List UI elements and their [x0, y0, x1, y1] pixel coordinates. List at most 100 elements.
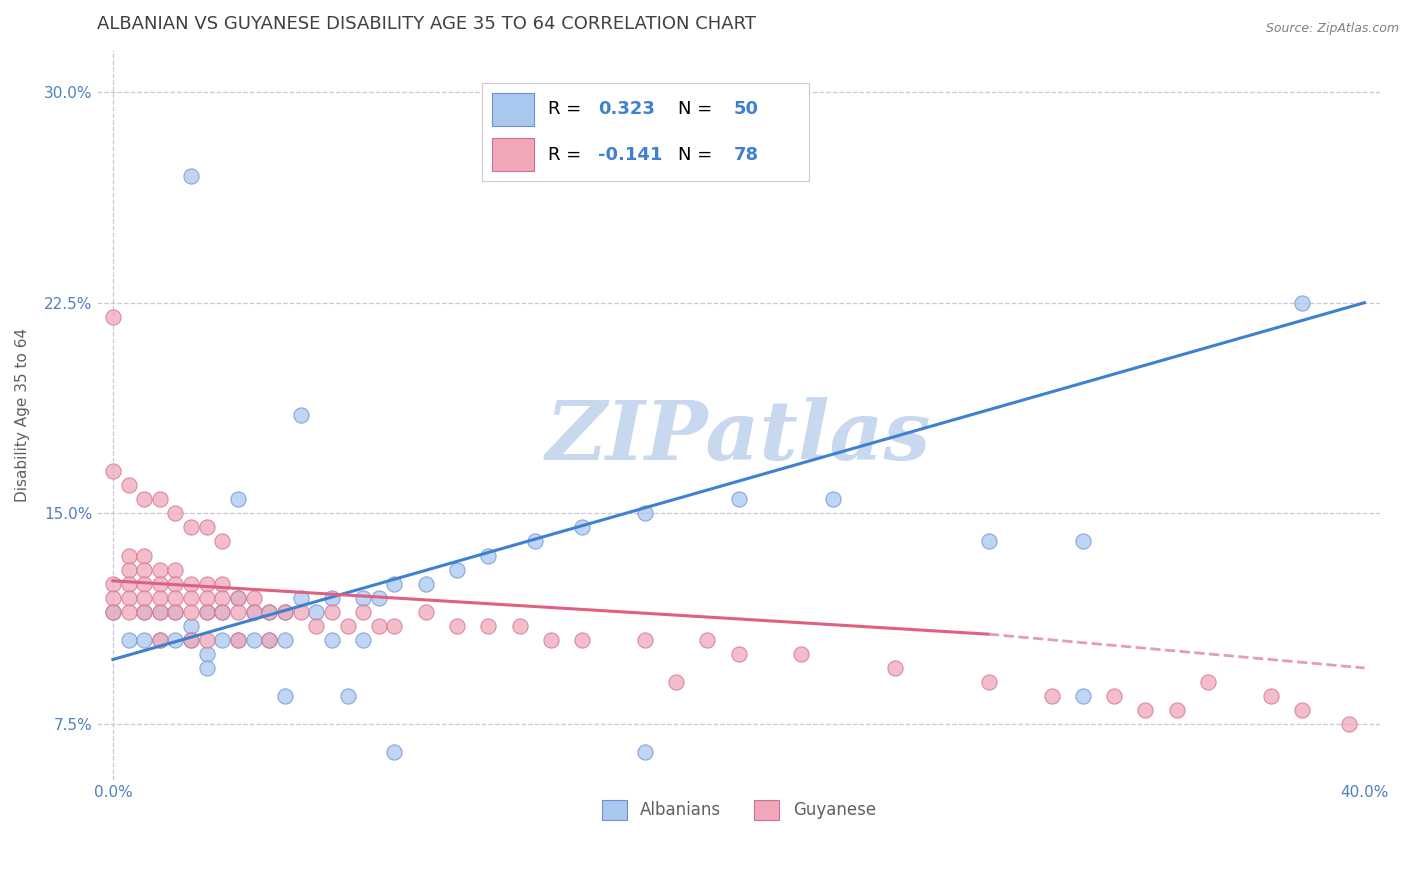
Point: [226, 591, 249, 605]
Point: [226, 605, 249, 619]
Point: [180, 632, 202, 647]
Point: [226, 492, 249, 507]
Point: [384, 745, 406, 759]
Point: [321, 605, 343, 619]
Point: [134, 605, 156, 619]
Point: [321, 632, 343, 647]
Point: [117, 576, 139, 591]
Point: [274, 689, 297, 703]
Point: [1291, 295, 1313, 310]
Point: [134, 632, 156, 647]
Point: [977, 675, 1000, 690]
Point: [180, 576, 202, 591]
Point: [195, 591, 218, 605]
Point: [1135, 703, 1157, 717]
Point: [274, 605, 297, 619]
Point: [290, 605, 312, 619]
Point: [821, 492, 844, 507]
Point: [117, 632, 139, 647]
Point: [540, 632, 562, 647]
Point: [226, 632, 249, 647]
Point: [524, 534, 547, 549]
Point: [1040, 689, 1063, 703]
Point: [477, 619, 499, 633]
Point: [149, 576, 172, 591]
Point: [446, 619, 468, 633]
Point: [117, 478, 139, 492]
Point: [149, 632, 172, 647]
Point: [665, 675, 688, 690]
Point: [165, 563, 187, 577]
Point: [977, 534, 1000, 549]
Point: [101, 576, 124, 591]
Point: [226, 632, 249, 647]
Point: [1071, 534, 1094, 549]
Point: [195, 647, 218, 661]
Point: [696, 632, 718, 647]
Point: [415, 605, 437, 619]
Point: [134, 492, 156, 507]
Point: [290, 591, 312, 605]
Point: [117, 591, 139, 605]
Point: [727, 492, 749, 507]
Point: [509, 619, 531, 633]
Point: [321, 591, 343, 605]
Point: [149, 563, 172, 577]
Point: [134, 591, 156, 605]
Point: [134, 605, 156, 619]
Point: [195, 632, 218, 647]
Point: [149, 632, 172, 647]
Point: [727, 647, 749, 661]
Point: [180, 591, 202, 605]
Point: [259, 632, 281, 647]
Point: [101, 605, 124, 619]
Point: [242, 591, 264, 605]
Point: [211, 576, 233, 591]
Point: [180, 632, 202, 647]
Point: [477, 549, 499, 563]
Point: [1102, 689, 1125, 703]
Point: [242, 605, 264, 619]
Point: [290, 408, 312, 422]
Point: [211, 591, 233, 605]
Point: [634, 632, 657, 647]
Point: [1337, 717, 1360, 731]
Point: [259, 632, 281, 647]
Point: [149, 492, 172, 507]
Point: [149, 605, 172, 619]
Point: [367, 591, 389, 605]
Point: [165, 605, 187, 619]
Point: [259, 605, 281, 619]
Point: [165, 576, 187, 591]
Point: [180, 619, 202, 633]
Point: [180, 169, 202, 184]
Point: [384, 576, 406, 591]
Point: [149, 591, 172, 605]
Point: [415, 576, 437, 591]
Point: [242, 605, 264, 619]
Point: [446, 563, 468, 577]
Point: [101, 464, 124, 478]
Point: [336, 619, 359, 633]
Point: [117, 563, 139, 577]
Point: [305, 605, 328, 619]
Point: [571, 520, 593, 534]
Point: [101, 310, 124, 324]
Text: ALBANIAN VS GUYANESE DISABILITY AGE 35 TO 64 CORRELATION CHART: ALBANIAN VS GUYANESE DISABILITY AGE 35 T…: [97, 15, 756, 33]
Point: [195, 605, 218, 619]
Point: [211, 632, 233, 647]
Point: [180, 605, 202, 619]
Point: [211, 605, 233, 619]
Point: [165, 591, 187, 605]
Point: [1291, 703, 1313, 717]
Point: [367, 619, 389, 633]
Point: [134, 576, 156, 591]
Point: [384, 619, 406, 633]
Point: [165, 632, 187, 647]
Y-axis label: Disability Age 35 to 64: Disability Age 35 to 64: [15, 328, 30, 502]
Point: [195, 605, 218, 619]
Point: [634, 745, 657, 759]
Point: [195, 661, 218, 675]
Text: Source: ZipAtlas.com: Source: ZipAtlas.com: [1265, 22, 1399, 36]
Point: [117, 605, 139, 619]
